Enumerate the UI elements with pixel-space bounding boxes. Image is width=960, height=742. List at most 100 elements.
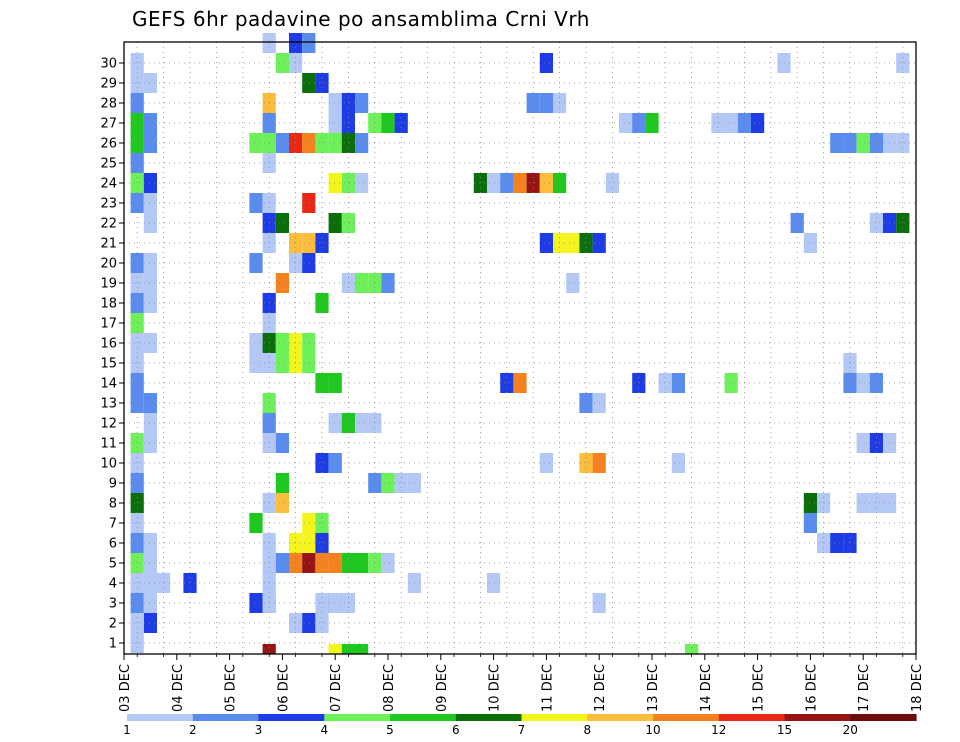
- precip-cell: [355, 133, 369, 153]
- precip-cell: [302, 553, 316, 573]
- y-tick-label: 29: [100, 77, 117, 92]
- y-tick-label: 13: [100, 397, 117, 412]
- precip-cell: [355, 413, 369, 433]
- x-tick-label: 12 DEC: [593, 664, 608, 712]
- precip-cell: [143, 133, 157, 153]
- precip-cell: [143, 333, 157, 353]
- y-tick-label: 21: [100, 237, 117, 252]
- y-tick-label: 17: [100, 317, 117, 332]
- colorbar-swatch: [455, 714, 523, 721]
- precip-cell: [143, 293, 157, 313]
- precip-cell: [539, 93, 553, 113]
- precip-cell: [275, 53, 289, 73]
- y-axis: 1234567891011121314151617181920212223242…: [100, 57, 124, 652]
- precip-cell: [328, 93, 342, 113]
- precip-cell: [487, 173, 501, 193]
- precip-cell: [341, 644, 355, 654]
- precip-cell: [143, 553, 157, 573]
- colorbar-label: 3: [255, 723, 263, 737]
- x-tick-label: 13 DEC: [646, 664, 661, 712]
- colorbar-swatch: [850, 714, 917, 721]
- colorbar-label: 15: [777, 723, 792, 737]
- precip-cell: [830, 533, 844, 553]
- precip-cell: [302, 73, 316, 93]
- precip-cell: [275, 333, 289, 353]
- precip-cell: [302, 353, 316, 373]
- precip-cell: [539, 453, 553, 473]
- colorbar-label: 5: [386, 723, 394, 737]
- y-tick-label: 27: [100, 117, 117, 132]
- colorbar-label: 2: [189, 723, 197, 737]
- precip-cell: [566, 233, 580, 253]
- precip-cell: [275, 493, 289, 513]
- colorbar-swatch: [390, 714, 457, 721]
- precip-cell: [381, 273, 395, 293]
- colorbar-label: 10: [645, 723, 660, 737]
- colorbar-label: 4: [320, 723, 328, 737]
- precip-cell: [328, 133, 342, 153]
- precip-cell: [143, 413, 157, 433]
- precip-cell: [487, 573, 501, 593]
- precip-cell: [302, 133, 316, 153]
- y-tick-label: 28: [100, 97, 117, 112]
- precip-cell: [249, 513, 263, 533]
- precip-cell: [249, 333, 263, 353]
- precip-cell: [302, 613, 316, 633]
- y-tick-label: 14: [100, 377, 117, 392]
- precip-cell: [302, 33, 316, 53]
- colorbar-swatch: [587, 714, 654, 721]
- precip-cell: [381, 473, 395, 493]
- grid-lines: [124, 42, 916, 654]
- precip-cell: [275, 133, 289, 153]
- precip-cell: [302, 193, 316, 213]
- x-tick-label: 18 DEC: [910, 664, 925, 712]
- y-tick-label: 26: [100, 137, 117, 152]
- x-axis: 03 DEC 04 DEC 05 DEC 06 DEC 07 DEC 08 DEC 09 D…: [118, 654, 925, 712]
- x-tick-label: 07 DEC: [329, 664, 344, 712]
- precip-cell: [275, 473, 289, 493]
- colorbar-label: 20: [843, 723, 858, 737]
- y-tick-label: 22: [100, 217, 117, 232]
- precip-cell: [724, 373, 738, 393]
- y-tick-label: 30: [100, 57, 117, 72]
- precip-cell: [355, 273, 369, 293]
- precip-cell: [381, 113, 395, 133]
- precip-cell: [328, 593, 342, 613]
- y-tick-label: 11: [100, 437, 117, 452]
- precip-cell: [275, 213, 289, 233]
- precip-cell: [302, 533, 316, 553]
- precip-cell: [328, 113, 342, 133]
- x-tick-label: 08 DEC: [382, 664, 397, 712]
- precip-cell: [143, 113, 157, 133]
- y-tick-label: 3: [109, 597, 117, 612]
- precip-cell: [143, 253, 157, 273]
- precip-cell: [143, 173, 157, 193]
- colorbar-swatch: [258, 714, 325, 721]
- y-tick-label: 19: [100, 277, 117, 292]
- precip-cell: [856, 373, 870, 393]
- precip-cell: [143, 393, 157, 413]
- precip-cell: [856, 493, 870, 513]
- heatmap-cells: [130, 33, 910, 654]
- precip-cell: [856, 433, 870, 453]
- precip-cell: [143, 193, 157, 213]
- precip-cell: [566, 273, 580, 293]
- x-tick-label: 06 DEC: [276, 664, 291, 712]
- precip-cell: [803, 233, 817, 253]
- precip-cell: [143, 573, 157, 593]
- colorbar-swatch: [718, 714, 786, 721]
- colorbar-swatch: [127, 714, 194, 721]
- x-tick-label: 17 DEC: [857, 664, 872, 712]
- precip-cell: [803, 493, 817, 513]
- precip-cell: [671, 373, 685, 393]
- precip-cell: [751, 113, 765, 133]
- precip-cell: [275, 433, 289, 453]
- y-tick-label: 25: [100, 157, 117, 172]
- y-tick-label: 1: [109, 637, 117, 652]
- precip-cell: [275, 553, 289, 573]
- y-tick-label: 23: [100, 197, 117, 212]
- colorbar-label: 8: [583, 723, 591, 737]
- y-tick-label: 8: [109, 497, 117, 512]
- precip-cell: [302, 513, 316, 533]
